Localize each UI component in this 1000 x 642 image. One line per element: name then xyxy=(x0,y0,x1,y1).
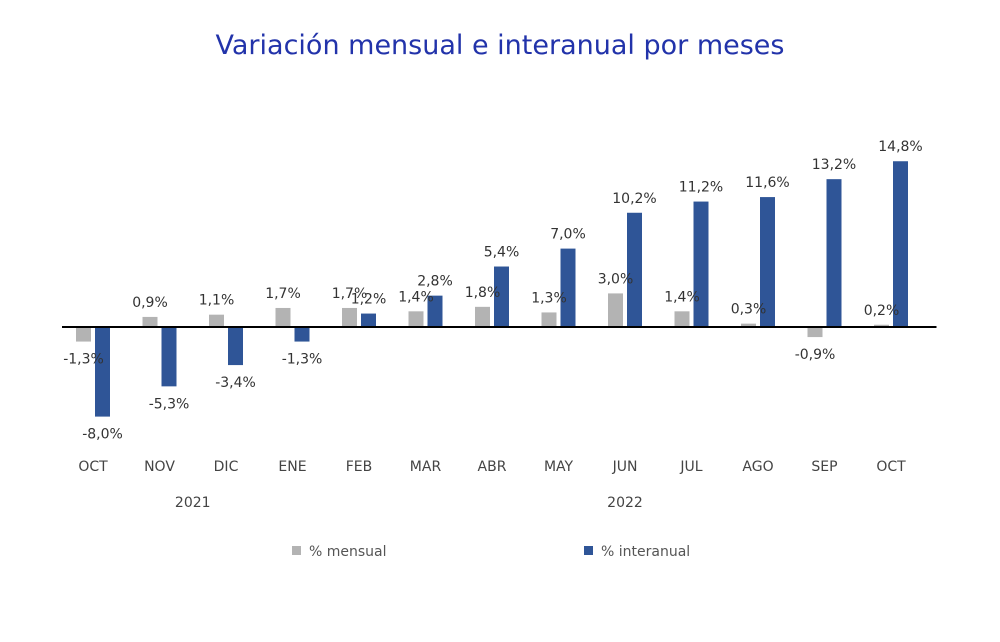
data-label-interanual-8: 10,2% xyxy=(612,191,656,207)
x-tick-label-11: SEP xyxy=(811,459,837,475)
bar-interanual-5 xyxy=(427,295,443,327)
bar-interanual-8 xyxy=(627,212,642,327)
data-label-mensual-12: 0,2% xyxy=(864,303,900,319)
x-tick-label-10: AGO xyxy=(742,459,773,475)
bar-interanual-4 xyxy=(361,313,376,327)
data-label-interanual-4: 1,2% xyxy=(351,292,387,308)
data-label-interanual-7: 7,0% xyxy=(550,227,586,243)
data-label-mensual-2: 1,1% xyxy=(199,293,235,309)
bar-mensual-5 xyxy=(408,311,424,327)
bar-mensual-9 xyxy=(674,311,690,327)
bar-mensual-8 xyxy=(608,293,623,327)
data-label-interanual-5: 2,8% xyxy=(417,274,453,290)
legend-label-mensual: % mensual xyxy=(309,544,387,560)
x-tick-label-5: MAR xyxy=(410,459,442,475)
bar-interanual-11 xyxy=(826,179,842,327)
data-label-interanual-3: -1,3% xyxy=(282,352,323,368)
bar-interanual-7 xyxy=(560,248,576,327)
bar-mensual-6 xyxy=(475,306,490,327)
year-label-2022: 2022 xyxy=(607,495,643,511)
x-tick-label-2: DIC xyxy=(214,459,239,475)
chart-title: Variación mensual e interanual por meses xyxy=(215,30,785,61)
legend-swatch-interanual xyxy=(584,546,593,555)
data-label-mensual-1: 0,9% xyxy=(132,295,168,311)
bar-interanual-1 xyxy=(161,327,177,387)
x-tick-label-12: OCT xyxy=(876,459,906,475)
data-label-interanual-10: 11,6% xyxy=(745,175,789,191)
bar-interanual-12 xyxy=(893,161,908,327)
data-label-interanual-6: 5,4% xyxy=(484,245,520,261)
bar-mensual-11 xyxy=(807,327,823,338)
bar-mensual-1 xyxy=(142,316,158,327)
data-label-mensual-8: 3,0% xyxy=(598,271,634,287)
data-label-interanual-9: 11,2% xyxy=(679,180,723,196)
x-tick-label-8: JUN xyxy=(612,459,638,475)
data-label-mensual-7: 1,3% xyxy=(531,290,567,306)
bar-mensual-2 xyxy=(209,314,224,327)
x-tick-label-0: OCT xyxy=(78,459,108,475)
bar-interanual-10 xyxy=(760,197,775,327)
year-label-2021: 2021 xyxy=(175,495,211,511)
data-label-interanual-12: 14,8% xyxy=(878,139,922,155)
data-label-mensual-5: 1,4% xyxy=(398,289,434,305)
bar-interanual-6 xyxy=(494,266,509,327)
bar-mensual-4 xyxy=(342,307,357,327)
bar-mensual-7 xyxy=(541,312,557,327)
data-label-mensual-3: 1,7% xyxy=(265,286,301,302)
x-tick-label-6: ABR xyxy=(478,459,507,475)
bar-mensual-0 xyxy=(76,327,91,342)
bar-mensual-3 xyxy=(275,307,291,327)
legend-swatch-mensual xyxy=(292,546,301,555)
bar-interanual-3 xyxy=(294,327,310,342)
bar-mensual-12 xyxy=(874,324,889,327)
x-tick-label-7: MAY xyxy=(544,459,574,475)
x-tick-label-4: FEB xyxy=(346,459,373,475)
data-label-interanual-2: -3,4% xyxy=(215,375,256,391)
x-tick-label-1: NOV xyxy=(144,459,175,475)
data-label-mensual-10: 0,3% xyxy=(731,302,767,318)
bar-interanual-2 xyxy=(228,327,243,366)
bar-interanual-9 xyxy=(693,201,709,327)
bar-mensual-10 xyxy=(741,323,756,327)
data-label-mensual-9: 1,4% xyxy=(664,289,700,305)
legend-label-interanual: % interanual xyxy=(601,544,690,560)
x-tick-label-9: JUL xyxy=(679,459,702,475)
data-label-mensual-6: 1,8% xyxy=(465,285,501,301)
bar-interanual-0 xyxy=(95,327,110,417)
x-tick-label-3: ENE xyxy=(278,459,306,475)
data-label-mensual-0: -1,3% xyxy=(63,352,104,368)
data-label-mensual-11: -0,9% xyxy=(795,347,836,363)
data-label-mensual-4: 1,7% xyxy=(332,286,368,302)
data-label-interanual-1: -5,3% xyxy=(149,396,190,412)
data-label-interanual-11: 13,2% xyxy=(812,157,856,173)
data-label-interanual-0: -8,0% xyxy=(82,427,123,443)
